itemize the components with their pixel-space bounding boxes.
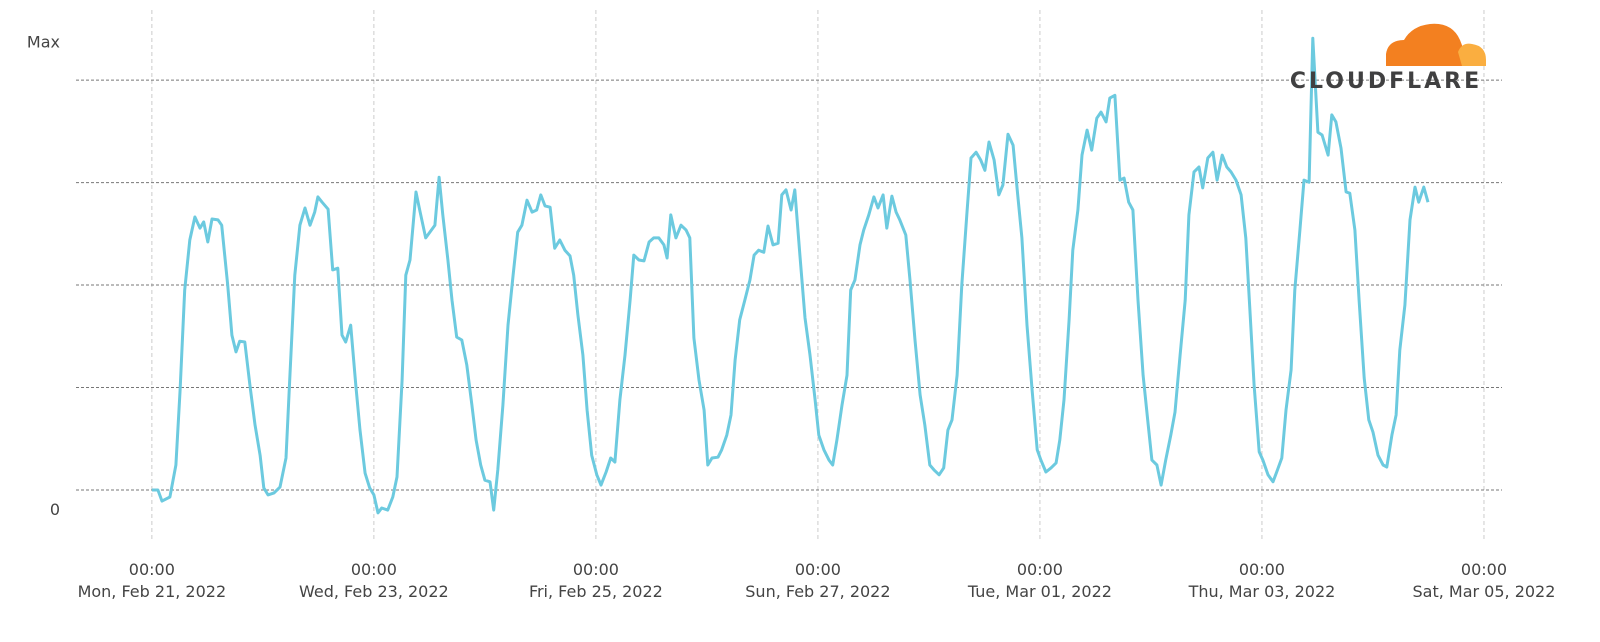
axes: 00:00 Mon, Feb 21, 2022 00:00 Wed, Feb 23, …	[27, 10, 1555, 601]
x-tick-time: 00:00	[351, 560, 397, 579]
x-tick-date: Thu, Mar 03, 2022	[1188, 582, 1336, 601]
logo-text: CLOUDFLARE	[1290, 69, 1482, 94]
logo-cloud-light	[1458, 43, 1486, 66]
logo-cloud	[1386, 23, 1470, 66]
x-tick-date: Sat, Mar 05, 2022	[1412, 582, 1555, 601]
x-tick-time: 00:00	[795, 560, 841, 579]
y-tick-label: Max	[27, 33, 60, 52]
x-tick-time: 00:00	[1017, 560, 1063, 579]
x-tick-date: Tue, Mar 01, 2022	[967, 582, 1112, 601]
x-tick-date: Fri, Feb 25, 2022	[529, 582, 663, 601]
x-tick-time: 00:00	[1239, 560, 1285, 579]
y-tick-label: 0	[50, 500, 60, 519]
x-tick-time: 00:00	[573, 560, 619, 579]
x-tick-date: Wed, Feb 23, 2022	[299, 582, 449, 601]
x-tick-time: 00:00	[129, 560, 175, 579]
line	[151, 36, 1430, 515]
x-tick-date: Sun, Feb 27, 2022	[745, 582, 890, 601]
x-tick-date: Mon, Feb 21, 2022	[78, 582, 227, 601]
logo: CLOUDFLARE	[1290, 23, 1486, 94]
x-tick-time: 00:00	[1461, 560, 1507, 579]
